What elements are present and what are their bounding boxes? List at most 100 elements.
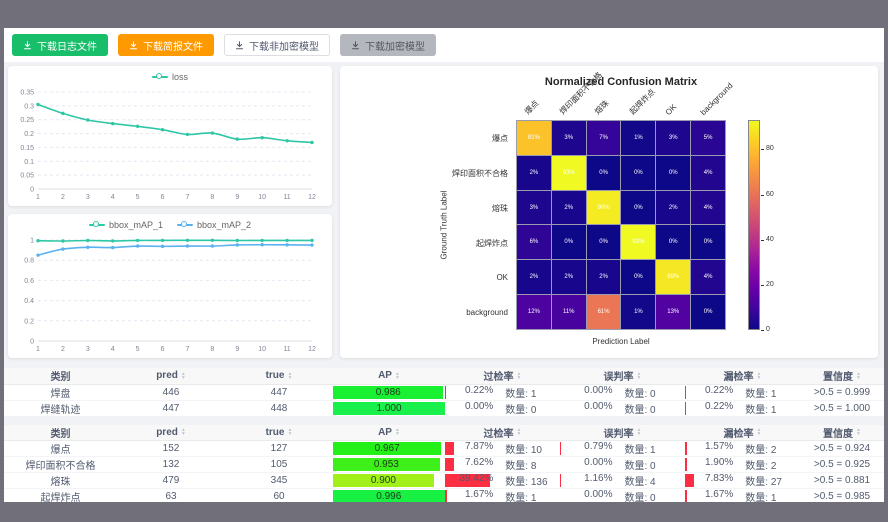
column-header-true[interactable]: true ▲ ▼ <box>225 424 333 441</box>
legend-label: loss <box>171 72 188 82</box>
map-chart-card: bbox_mAP_1 bbox_mAP_2 0 0.2 0.4 0.6 0.8 1 1 2 3 4 5… <box>8 214 332 358</box>
mis-rate-cell: 0.00% 数量: 0 <box>560 456 685 473</box>
matrix-cell: 81% <box>517 121 551 155</box>
loss-line-chart: 00.050.10.150.20.250.30.351 2 3 4 5 6 7 8 9 10 11 1… <box>20 90 316 202</box>
column-header-conf[interactable]: 置信度 ▲ ▼ <box>800 424 884 441</box>
sort-carets-icon[interactable]: ▲ ▼ <box>756 370 762 381</box>
column-header-mis[interactable]: 误判率 ▲ ▼ <box>560 368 685 385</box>
svg-text:1: 1 <box>30 238 34 245</box>
sort-carets-icon[interactable]: ▲ ▼ <box>180 427 186 438</box>
column-header-pred[interactable]: pred ▲ ▼ <box>117 424 225 441</box>
table-row: 焊印面积不合格 132 105 0.953 7.62% 数量: 8 0.00% 数量: 0 1.… <box>4 456 884 473</box>
sort-carets-icon[interactable]: ▲ ▼ <box>287 427 293 438</box>
legend-item-bbox_mAP_1[interactable]: bbox_mAP_1 <box>88 220 163 230</box>
svg-text:2: 2 <box>61 346 65 353</box>
sort-carets-icon[interactable]: ▲ ▼ <box>180 370 186 381</box>
matrix-cell: 0% <box>691 295 725 329</box>
button-label: 下载简报文件 <box>143 41 203 53</box>
over-rate-cell: 7.87% 数量: 10 <box>445 440 560 457</box>
column-label: true <box>265 426 285 438</box>
legend-item-loss[interactable]: loss <box>151 72 188 82</box>
download-encrypted-model-button[interactable]: 下载加密模型 <box>340 34 436 56</box>
matrix-cell: 2% <box>656 190 691 225</box>
svg-text:0.4: 0.4 <box>24 298 34 305</box>
sort-carets-icon[interactable]: ▲ ▼ <box>856 370 861 381</box>
column-label: 误判率 <box>603 372 634 384</box>
column-header-ap[interactable]: AP ▲ ▼ <box>333 424 445 441</box>
download-report-file-button[interactable]: 下载简报文件 <box>118 34 214 56</box>
matrix-cell: 0% <box>656 225 691 260</box>
column-label: 类别 <box>50 372 71 384</box>
svg-text:6: 6 <box>161 346 165 353</box>
download-plain-model-button[interactable]: 下载非加密模型 <box>224 34 330 56</box>
column-header-conf[interactable]: 置信度 ▲ ▼ <box>800 368 884 385</box>
mis-rate-cell: 1.16% 数量: 4 <box>560 472 685 489</box>
series-bbox_mAP_2 <box>37 243 313 256</box>
matrix-cell: 0% <box>691 225 725 260</box>
matrix-cell: 6% <box>517 225 551 260</box>
column-header-over[interactable]: 过检率 ▲ ▼ <box>445 424 560 441</box>
matrix-cell: 0% <box>656 155 691 190</box>
table-row: 焊缝轨迹 447 448 1.000 0.00% 数量: 0 0.00% 数量: 0 0.22%… <box>4 400 884 417</box>
matrix-cell: 4% <box>691 155 725 190</box>
sort-carets-icon[interactable]: ▲ ▼ <box>756 427 762 438</box>
column-header-miss[interactable]: 漏检率 ▲ ▼ <box>685 424 800 441</box>
matrix-cell: 7% <box>586 121 621 155</box>
matrix-cell: 1% <box>621 295 656 329</box>
svg-text:0.1: 0.1 <box>24 159 34 166</box>
true-count: 345 <box>225 472 333 489</box>
button-label: 下载加密模型 <box>365 41 425 53</box>
sort-carets-icon[interactable]: ▲ ▼ <box>516 370 522 381</box>
sort-carets-icon[interactable]: ▲ ▼ <box>636 370 642 381</box>
svg-text:4: 4 <box>111 194 115 201</box>
download-icon <box>351 40 360 49</box>
ap-bar: 0.967 <box>333 442 442 455</box>
legend-item-bbox_mAP_2[interactable]: bbox_mAP_2 <box>177 220 251 230</box>
matrix-row-label: 焊印面积不合格 <box>452 168 508 178</box>
matrix-cell: 2% <box>517 260 551 295</box>
column-header-class: 类别 <box>4 368 117 385</box>
download-icon <box>235 40 244 49</box>
rate-count: 数量: 1 <box>624 445 656 456</box>
legend-line-icon <box>88 220 105 230</box>
matrix-row-label: OK <box>496 272 508 282</box>
column-header-true[interactable]: true ▲ ▼ <box>225 368 333 385</box>
ap-value: 0.953 <box>373 459 399 470</box>
sort-carets-icon[interactable]: ▲ ▼ <box>394 427 400 438</box>
svg-text:1: 1 <box>36 346 40 353</box>
svg-text:0.3: 0.3 <box>24 103 34 110</box>
matrix-cell: 2% <box>517 155 551 190</box>
ap-cell: 0.986 <box>333 384 445 401</box>
rate-count: 数量: 1 <box>505 493 537 502</box>
ap-bar: 1.000 <box>333 401 445 415</box>
ap-value: 1.000 <box>376 402 402 414</box>
column-header-mis[interactable]: 误判率 ▲ ▼ <box>560 424 685 441</box>
sort-carets-icon[interactable]: ▲ ▼ <box>636 427 642 438</box>
true-count: 60 <box>225 488 333 502</box>
rate-percent: 7.62% <box>464 457 494 468</box>
sort-carets-icon[interactable]: ▲ ▼ <box>516 427 522 438</box>
miss-rate-cell: 1.90% 数量: 2 <box>685 456 800 473</box>
ap-value: 0.900 <box>370 475 396 486</box>
class-name: 熔珠 <box>4 472 117 489</box>
sort-carets-icon[interactable]: ▲ ▼ <box>394 370 400 381</box>
column-header-over[interactable]: 过检率 ▲ ▼ <box>445 368 560 385</box>
column-header-miss[interactable]: 漏检率 ▲ ▼ <box>685 368 800 385</box>
sort-carets-icon[interactable]: ▲ ▼ <box>287 370 293 381</box>
column-header-ap[interactable]: AP ▲ ▼ <box>333 368 445 385</box>
loss-chart-legend: loss <box>8 70 332 84</box>
ap-value: 0.986 <box>375 386 401 398</box>
rate-count: 数量: 0 <box>505 404 537 416</box>
rate-bar <box>685 458 688 471</box>
rate-count: 数量: 1 <box>505 388 537 400</box>
button-label: 下载日志文件 <box>37 41 97 53</box>
map-chart-legend: bbox_mAP_1 bbox_mAP_2 <box>8 218 332 232</box>
sort-carets-icon[interactable]: ▲ ▼ <box>856 427 861 438</box>
column-header-pred[interactable]: pred ▲ ▼ <box>117 368 225 385</box>
rate-percent: 0.22% <box>704 384 734 396</box>
colorbar-tick-label: 40 <box>766 235 774 243</box>
rate-percent: 1.67% <box>704 489 734 500</box>
download-log-file-button[interactable]: 下载日志文件 <box>12 34 108 56</box>
pred-count: 479 <box>117 472 225 489</box>
